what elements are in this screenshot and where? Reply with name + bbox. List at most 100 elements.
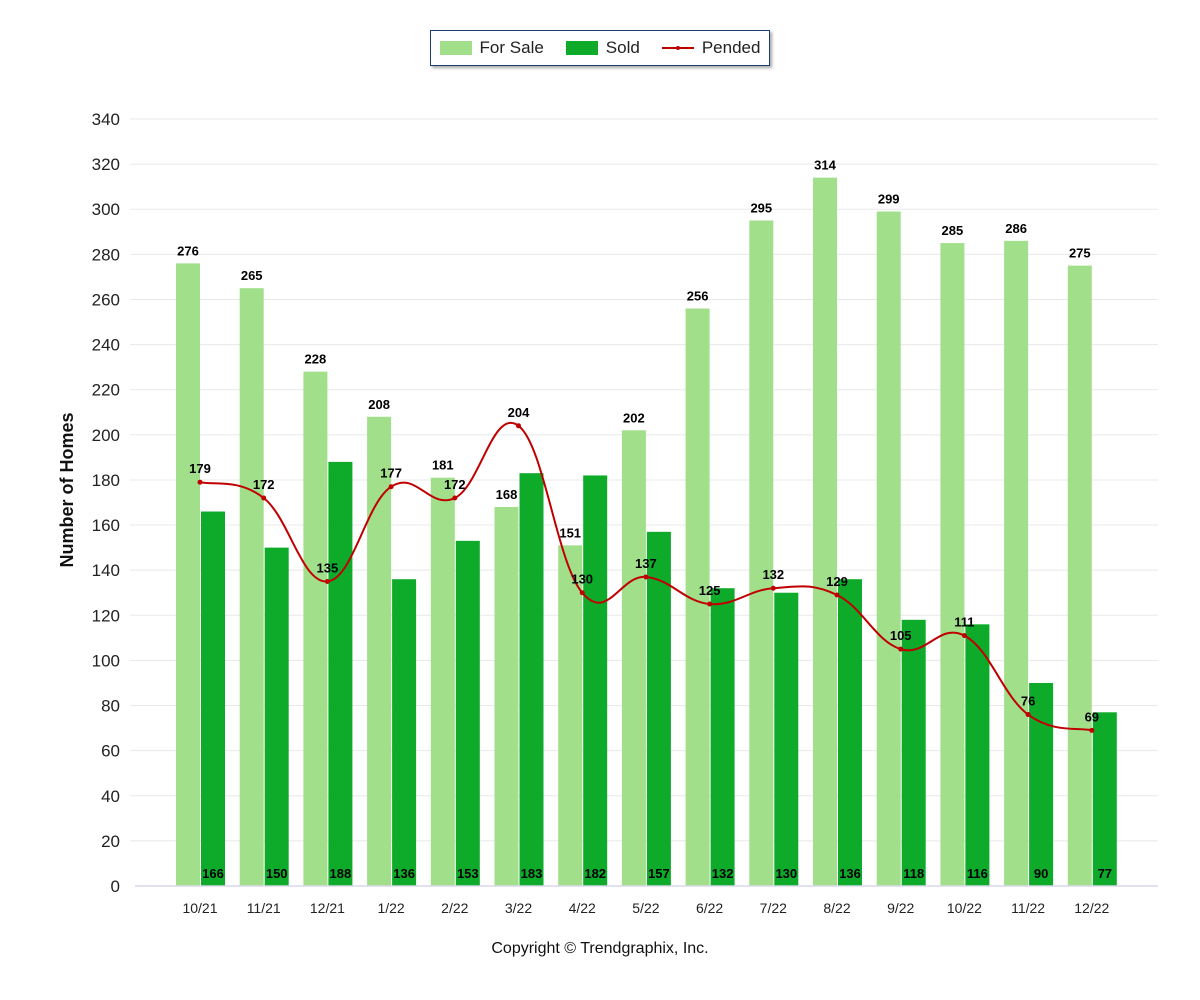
sold-data-label: 118 — [903, 866, 924, 881]
y-tick-label: 40 — [101, 787, 120, 806]
bar-for-sale — [876, 211, 901, 886]
pended-data-label: 172 — [253, 477, 275, 492]
for-sale-data-label: 181 — [432, 458, 454, 473]
sold-data-label: 188 — [330, 866, 352, 881]
for-sale-swatch — [439, 41, 472, 55]
pended-data-label: 125 — [699, 583, 721, 598]
y-tick-label: 340 — [92, 110, 120, 129]
pended-point — [1089, 727, 1095, 733]
for-sale-data-label: 285 — [942, 223, 964, 238]
x-tick-label: 12/21 — [310, 900, 345, 916]
pended-point — [643, 574, 649, 580]
sold-data-label: 153 — [457, 866, 479, 881]
pended-data-label: 76 — [1021, 694, 1035, 709]
x-tick-label: 8/22 — [823, 900, 850, 916]
bar-sold — [264, 547, 289, 886]
x-tick-label: 11/21 — [247, 900, 281, 916]
bar-for-sale — [1067, 265, 1092, 887]
bar-for-sale — [558, 545, 583, 886]
x-tick-label: 2/22 — [441, 900, 468, 916]
bar-for-sale — [239, 288, 264, 886]
bar-for-sale — [494, 507, 519, 886]
x-tick-label: 4/22 — [569, 900, 596, 916]
pended-point — [770, 585, 776, 591]
bar-sold — [201, 511, 225, 886]
y-tick-label: 180 — [92, 471, 120, 490]
x-tick-label: 5/22 — [632, 900, 659, 916]
bar-for-sale — [367, 416, 392, 886]
x-tick-label: 11/22 — [1011, 900, 1045, 916]
pended-data-label: 132 — [762, 567, 784, 582]
bar-sold — [328, 461, 353, 886]
pended-point — [579, 590, 585, 596]
labels-layer: 276 166 265 150 228 188 208 136 181 153 168 183 151 1… — [177, 158, 1112, 881]
sold-data-label: 90 — [1034, 866, 1048, 881]
y-tick-label: 120 — [92, 606, 120, 625]
y-tick-label: 0 — [111, 877, 120, 896]
y-tick-label: 100 — [92, 651, 120, 670]
for-sale-data-label: 265 — [241, 268, 263, 283]
y-tick-label: 280 — [92, 245, 120, 264]
pended-point — [707, 601, 713, 607]
pended-data-label: 129 — [826, 574, 848, 589]
legend-item-pended[interactable]: Pended — [661, 38, 760, 58]
legend-item-for-sale[interactable]: For Sale — [439, 38, 544, 58]
legend-label-sold: Sold — [605, 38, 640, 57]
bars-layer — [176, 177, 1117, 887]
for-sale-data-label: 275 — [1069, 246, 1091, 261]
y-tick-label: 260 — [92, 290, 120, 309]
legend-item-sold[interactable]: Sold — [565, 38, 640, 58]
bar-sold — [646, 531, 671, 886]
pended-data-label: 111 — [954, 615, 974, 630]
x-tick-label: 7/22 — [760, 900, 787, 916]
y-tick-label: 200 — [92, 426, 120, 445]
x-tick-label: 6/22 — [696, 900, 723, 916]
y-tick-label: 300 — [92, 200, 120, 219]
bar-sold — [838, 579, 862, 886]
pended-point — [197, 479, 203, 485]
x-tick-label: 9/22 — [887, 900, 914, 916]
bar-sold — [965, 624, 990, 886]
bar-for-sale — [1004, 240, 1029, 887]
bar-for-sale — [176, 263, 200, 886]
bar-for-sale — [621, 430, 646, 886]
pended-line-layer — [197, 422, 1095, 733]
for-sale-data-label: 295 — [750, 201, 772, 216]
sold-data-label: 116 — [967, 866, 988, 881]
pended-data-label: 179 — [189, 461, 211, 476]
bar-for-sale — [749, 220, 774, 886]
pended-point — [1025, 712, 1031, 718]
x-tick-label: 12/22 — [1074, 900, 1109, 916]
bar-for-sale — [430, 477, 455, 886]
bar-sold — [1029, 682, 1054, 886]
y-tick-label: 220 — [92, 381, 120, 400]
bar-sold — [901, 619, 926, 886]
y-tick-label: 60 — [101, 742, 120, 761]
for-sale-data-label: 314 — [814, 158, 836, 173]
sold-swatch — [565, 41, 598, 55]
bar-for-sale — [303, 371, 328, 886]
axis-layer: 0 20 40 60 80 100 120 140 160 180 200 220 240 260 280 3… — [57, 110, 1158, 916]
for-sale-data-label: 299 — [878, 191, 900, 206]
pended-data-label: 137 — [635, 556, 657, 571]
y-tick-label: 160 — [92, 516, 120, 535]
y-tick-label: 80 — [101, 697, 120, 716]
pended-point — [261, 495, 267, 501]
sold-data-label: 166 — [202, 866, 224, 881]
copyright-text: Copyright © Trendgraphix, Inc. — [491, 940, 709, 957]
pended-line-swatch — [661, 41, 694, 55]
pended-data-label: 130 — [571, 572, 593, 587]
pended-data-label: 177 — [380, 466, 402, 481]
sold-data-label: 183 — [521, 866, 543, 881]
x-tick-label: 10/21 — [182, 900, 217, 916]
pended-data-label: 204 — [508, 405, 530, 420]
for-sale-data-label: 208 — [368, 397, 390, 412]
bar-sold — [583, 475, 608, 886]
sold-data-label: 136 — [839, 866, 861, 881]
y-tick-label: 20 — [101, 832, 120, 851]
pended-point — [834, 592, 840, 598]
sold-data-label: 132 — [712, 866, 734, 881]
x-tick-label: 3/22 — [505, 900, 532, 916]
pended-data-label: 105 — [890, 628, 912, 643]
